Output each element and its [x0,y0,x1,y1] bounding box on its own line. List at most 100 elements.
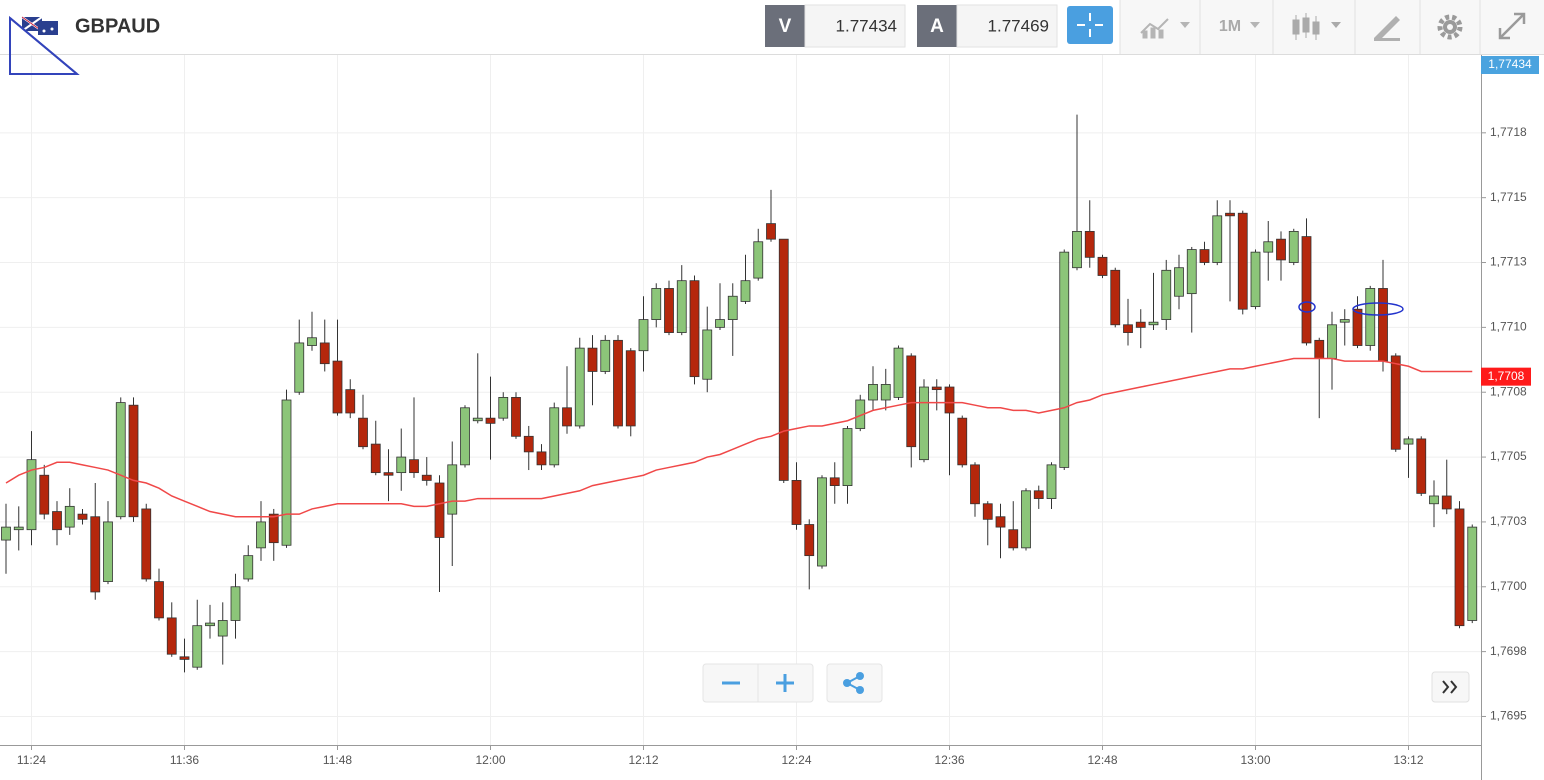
bid-price: 1.77434 [836,16,897,35]
candle-body [676,280,687,333]
candle-body [447,464,458,515]
candle-body [753,241,764,279]
y-tick-label: 1,7700 [1490,579,1527,593]
ma-price-label: 1,7708 [1488,369,1525,383]
candle-body [166,617,177,655]
candle-body [281,399,292,546]
y-tick-label: 1,7708 [1490,384,1527,398]
candle-body [1454,508,1465,627]
candle-body [600,339,611,372]
y-tick-label: 1,7710 [1490,320,1527,334]
drawing-tool-button[interactable] [1374,16,1400,41]
x-tick-label: 12:48 [1087,753,1117,767]
candle-body [268,513,279,544]
candle-body [77,513,88,520]
candle-body [944,386,955,414]
candle-body [256,521,266,549]
candle-body [931,386,942,391]
candle-body [1161,269,1172,320]
candle-body [434,482,445,538]
ask-label: A [930,16,944,37]
candle-body [625,350,636,427]
candle-body [230,586,241,621]
candle-body [1135,321,1146,328]
x-tick-label: 13:12 [1393,753,1423,767]
x-tick-label: 12:36 [934,753,964,767]
candle-body [1097,256,1108,276]
candle-body [1441,495,1452,510]
last-price-badge [1481,56,1539,74]
candle-body [562,407,572,427]
candle-body [1046,464,1057,499]
toolbar-separators [1119,0,1481,54]
candle-body [740,280,751,302]
zoom-in-button[interactable] [776,674,794,692]
timeframe-caret [1250,22,1260,28]
candle-body [1059,251,1070,468]
candle-body [409,459,419,474]
candle-body [804,524,815,557]
candle-body [1352,308,1363,346]
settings-button[interactable] [1437,14,1463,40]
ask-box [956,4,1058,48]
candle-body [613,339,623,427]
candle-body [13,526,24,531]
candle-body [115,402,126,518]
crosshair-button[interactable] [1067,6,1113,44]
candle-body [778,238,789,481]
candle-body [1021,490,1031,549]
x-tick-label: 11:24 [17,753,46,767]
candle-body [1148,321,1159,326]
x-tick-label: 12:00 [475,753,505,767]
candle-body [1199,249,1210,263]
candle-body [1390,355,1401,450]
candle-body [1378,288,1388,362]
symbol: GBPAUD [75,15,160,37]
candle-body [64,505,75,528]
x-tick-label: 11:48 [323,753,352,767]
y-tick-label: 1,7715 [1490,190,1527,204]
candle-body [651,288,662,320]
candle-body [906,355,917,448]
candle-body [1429,495,1439,505]
candle-body [1250,251,1261,308]
scroll-to-end-button[interactable] [1431,671,1470,703]
candle-body [1186,249,1197,295]
candle-body [893,347,904,398]
timeframe[interactable]: 1M [1219,18,1241,35]
candle-body [1276,238,1286,261]
x-tick-label: 12:12 [628,753,658,767]
candle-body [727,295,738,320]
candle-body [307,337,317,346]
chart-type-button[interactable] [1140,18,1190,39]
candle-type-button[interactable] [1292,13,1341,40]
candle-body [345,389,356,414]
candle-body [217,620,228,637]
candle-body [1,526,11,541]
moving-average-line [5,357,1473,518]
candle-body [39,474,50,515]
candle-body [880,384,891,401]
candle-body [1327,324,1337,359]
x-tick-label: 11:36 [170,753,199,767]
candle-body [1403,438,1414,445]
candle-body [1225,212,1235,217]
bid-label: V [779,16,792,37]
y-tick-label: 1,7705 [1490,449,1527,463]
candle-body [26,459,37,531]
candle-body [766,223,776,240]
fullscreen-button[interactable] [1498,12,1526,40]
share-button[interactable] [826,663,883,703]
candle-body [498,397,509,419]
candle-body [1416,438,1427,494]
candle-body [1301,236,1312,344]
candle-body [1263,241,1274,253]
candle-body [587,347,598,372]
candle-body [549,407,560,466]
candle-body [829,477,840,487]
flag-icon [21,16,58,35]
candle-body [919,386,929,461]
ma-price-badge [1481,367,1531,386]
